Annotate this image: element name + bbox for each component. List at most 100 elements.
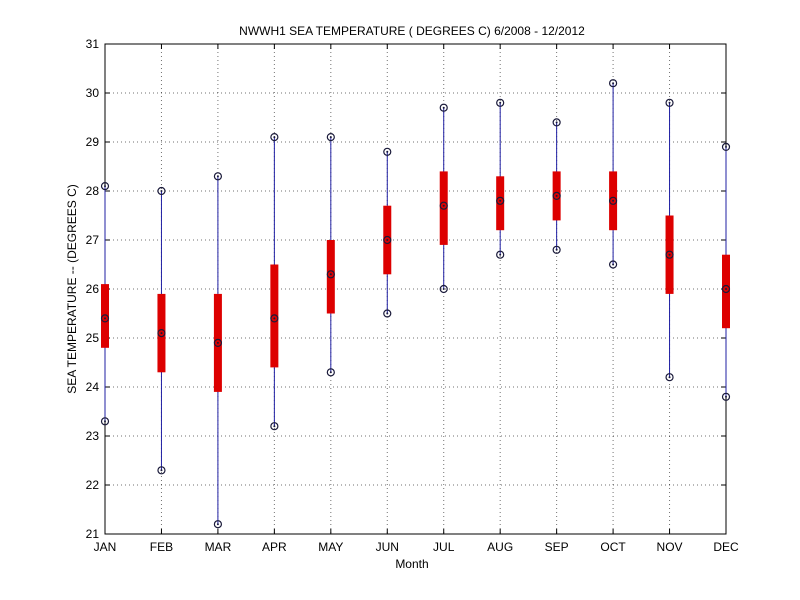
median-marker-oct xyxy=(608,196,618,205)
x-tick-label-dec: DEC xyxy=(713,540,739,554)
max-marker-dot-jan xyxy=(104,185,106,188)
y-tick-label: 22 xyxy=(86,478,100,492)
median-marker-dot-jul xyxy=(442,204,445,207)
min-marker-dot-dec xyxy=(725,395,727,398)
max-marker-nov xyxy=(665,98,674,107)
median-marker-dot-feb xyxy=(160,332,163,335)
max-marker-jul xyxy=(439,103,448,112)
median-marker-may xyxy=(326,270,335,279)
max-marker-oct xyxy=(608,79,618,88)
max-marker-may xyxy=(326,133,335,142)
x-tick-label-jul: JUL xyxy=(433,540,455,554)
box-apr xyxy=(270,264,279,368)
min-marker-dot-jun xyxy=(386,312,389,315)
max-marker-dot-nov xyxy=(668,101,671,104)
median-marker-jul xyxy=(439,201,448,210)
max-marker-dot-dec xyxy=(725,145,727,148)
x-tick-label-oct: OCT xyxy=(600,540,626,554)
min-marker-dot-jul xyxy=(442,288,445,290)
min-marker-dot-aug xyxy=(499,253,502,256)
min-marker-jul xyxy=(439,284,448,294)
min-marker-sep xyxy=(552,245,561,254)
min-marker-jan xyxy=(100,417,110,426)
median-marker-jun xyxy=(383,235,392,245)
max-marker-dot-sep xyxy=(555,121,558,124)
min-marker-aug xyxy=(496,250,505,259)
box-jul xyxy=(439,171,448,245)
min-marker-feb xyxy=(157,466,166,475)
min-marker-dot-nov xyxy=(668,376,671,379)
x-tick-label-mar: MAR xyxy=(205,540,232,554)
y-tick-label: 29 xyxy=(86,135,100,149)
max-marker-mar xyxy=(213,172,223,181)
median-marker-dot-sep xyxy=(555,194,558,197)
min-marker-mar xyxy=(213,520,223,529)
median-marker-dot-jun xyxy=(386,239,389,241)
median-marker-dot-mar xyxy=(216,341,219,344)
y-axis-label: SEA TEMPERATURE -- (DEGREES C) xyxy=(65,184,79,394)
x-tick-label-jan: JAN xyxy=(94,540,117,554)
min-marker-dot-may xyxy=(329,371,332,374)
max-marker-feb xyxy=(157,186,166,196)
min-marker-oct xyxy=(608,260,618,269)
median-marker-dot-may xyxy=(329,273,332,276)
min-marker-nov xyxy=(665,373,674,382)
y-tick-label: 31 xyxy=(86,37,100,51)
median-marker-nov xyxy=(665,250,674,259)
x-tick-label-feb: FEB xyxy=(150,540,173,554)
max-marker-dot-may xyxy=(329,136,332,139)
box-dec xyxy=(722,254,730,329)
max-marker-dec xyxy=(721,142,731,151)
max-marker-dot-apr xyxy=(273,136,276,139)
y-tick-label: 27 xyxy=(86,233,100,247)
min-marker-may xyxy=(326,368,335,377)
box-marks xyxy=(100,79,731,529)
y-tick-label: 21 xyxy=(86,527,100,541)
min-marker-dot-apr xyxy=(273,425,276,428)
y-tick-label: 28 xyxy=(86,184,100,198)
x-axis-label: Month xyxy=(395,557,428,571)
x-tick-label-jun: JUN xyxy=(376,540,399,554)
y-tick-label: 25 xyxy=(86,331,100,345)
y-tick-label: 26 xyxy=(86,282,100,296)
x-tick-label-nov: NOV xyxy=(657,540,683,554)
min-marker-apr xyxy=(270,422,279,431)
median-marker-dot-nov xyxy=(668,253,671,256)
box-jan xyxy=(101,284,109,348)
min-marker-dec xyxy=(721,392,731,401)
x-tick-label-aug: AUG xyxy=(487,540,513,554)
min-marker-dot-sep xyxy=(555,248,558,251)
max-marker-dot-feb xyxy=(160,190,163,192)
max-marker-jun xyxy=(383,147,392,156)
min-marker-dot-jan xyxy=(104,420,106,423)
median-marker-dot-jan xyxy=(104,317,106,320)
x-tick-label-apr: APR xyxy=(262,540,287,554)
median-marker-dec xyxy=(721,284,731,294)
min-marker-dot-mar xyxy=(216,523,219,526)
median-marker-apr xyxy=(270,314,279,323)
max-marker-aug xyxy=(496,98,505,107)
y-tick-label: 23 xyxy=(86,429,100,443)
max-marker-apr xyxy=(270,133,279,142)
median-marker-aug xyxy=(496,196,505,205)
chart-title: NWWH1 SEA TEMPERATURE ( DEGREES C) 6/200… xyxy=(239,24,585,38)
median-marker-mar xyxy=(213,338,223,347)
box-aug xyxy=(496,176,505,231)
x-tick-label-sep: SEP xyxy=(545,540,569,554)
max-marker-dot-oct xyxy=(612,82,615,85)
max-marker-dot-aug xyxy=(499,101,502,104)
max-marker-jan xyxy=(100,182,110,191)
x-tick-label-may: MAY xyxy=(318,540,343,554)
median-marker-jan xyxy=(100,314,110,323)
axis-ticks: 21 22 23 24 25 26 27 28 29 30 31 JAN FEB MAR APR MAY JUN… xyxy=(86,37,739,554)
box-may xyxy=(326,240,335,314)
max-marker-dot-mar xyxy=(216,175,219,178)
median-marker-dot-apr xyxy=(273,317,276,320)
median-marker-sep xyxy=(552,191,561,200)
max-marker-dot-jun xyxy=(386,150,389,153)
median-marker-dot-oct xyxy=(612,199,615,202)
y-tick-label: 24 xyxy=(86,380,100,394)
median-marker-dot-dec xyxy=(725,288,727,290)
